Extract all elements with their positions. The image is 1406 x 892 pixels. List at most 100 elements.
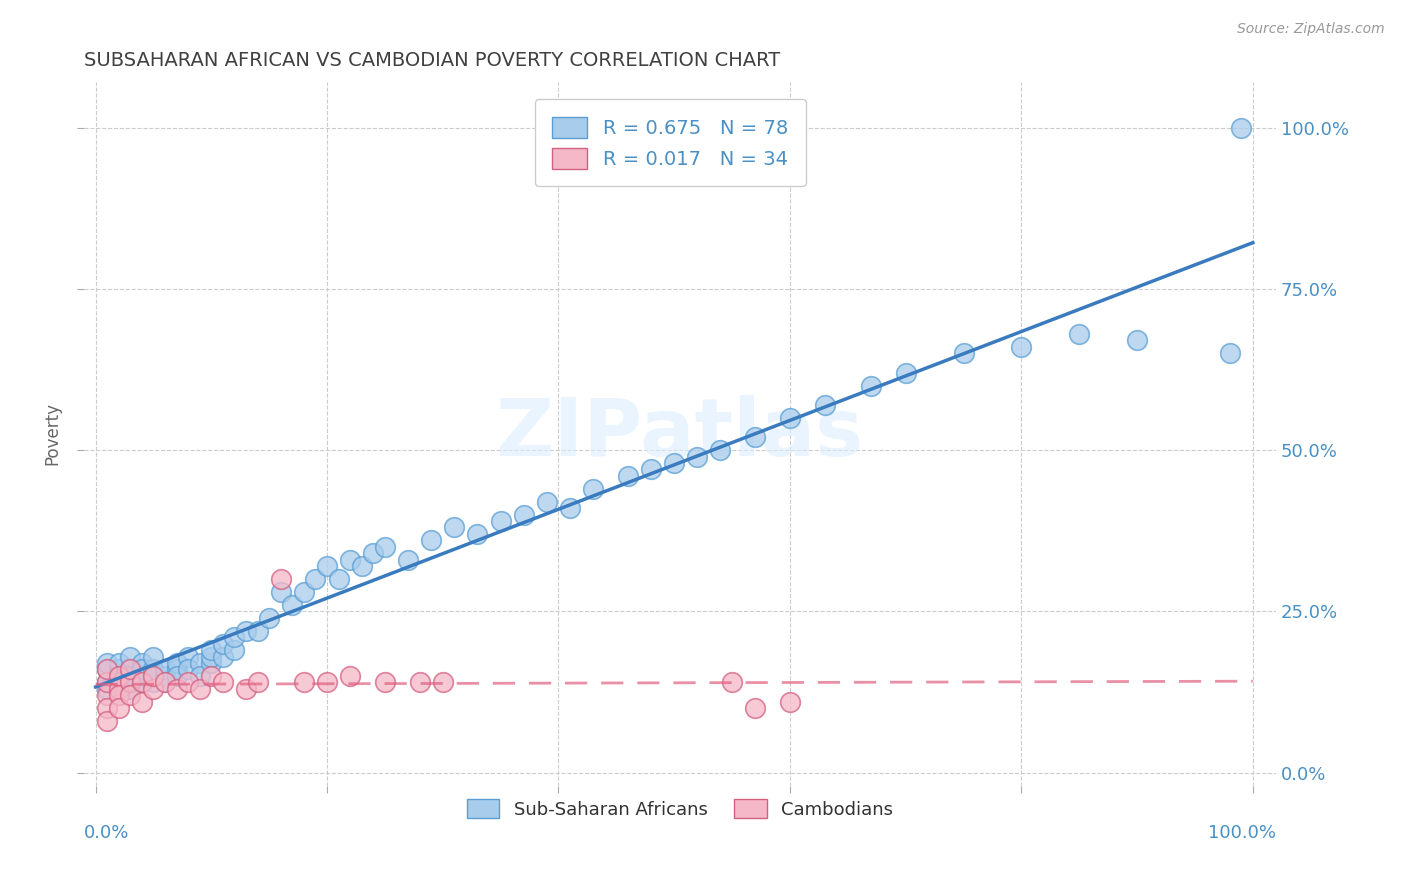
Point <box>166 669 188 683</box>
Point <box>235 624 257 638</box>
Point <box>120 688 142 702</box>
Point <box>779 410 801 425</box>
Point <box>350 559 373 574</box>
Point <box>120 662 142 676</box>
Point <box>142 662 165 676</box>
Point <box>131 675 153 690</box>
Point <box>131 675 153 690</box>
Point <box>96 656 118 670</box>
Point <box>709 443 731 458</box>
Point <box>408 675 430 690</box>
Point <box>432 675 454 690</box>
Point <box>558 501 581 516</box>
Point <box>328 572 350 586</box>
Point <box>142 669 165 683</box>
Point <box>107 688 129 702</box>
Point <box>107 662 129 676</box>
Point <box>120 675 142 690</box>
Point <box>257 611 280 625</box>
Point <box>1219 346 1241 360</box>
Point <box>96 688 118 702</box>
Point <box>107 669 129 683</box>
Point <box>166 656 188 670</box>
Point <box>153 669 176 683</box>
Point <box>1230 120 1253 135</box>
Point <box>120 675 142 690</box>
Point <box>443 520 465 534</box>
Point <box>374 675 396 690</box>
Point <box>212 637 235 651</box>
Point <box>96 675 118 690</box>
Point <box>96 675 118 690</box>
Point <box>120 662 142 676</box>
Point <box>536 494 558 508</box>
Point <box>224 643 246 657</box>
Point <box>339 669 361 683</box>
Point <box>664 456 686 470</box>
Point <box>142 681 165 696</box>
Point <box>489 514 512 528</box>
Point <box>107 669 129 683</box>
Point <box>363 546 385 560</box>
Point <box>188 656 211 670</box>
Point <box>894 366 917 380</box>
Point <box>177 649 200 664</box>
Point <box>153 675 176 690</box>
Point <box>246 675 269 690</box>
Point <box>131 695 153 709</box>
Point <box>582 482 605 496</box>
Text: SUBSAHARAN AFRICAN VS CAMBODIAN POVERTY CORRELATION CHART: SUBSAHARAN AFRICAN VS CAMBODIAN POVERTY … <box>84 51 780 70</box>
Point <box>166 681 188 696</box>
Point <box>316 675 339 690</box>
Point <box>107 681 129 696</box>
Point <box>1126 334 1149 348</box>
Point <box>131 662 153 676</box>
Point <box>107 669 129 683</box>
Point <box>859 378 882 392</box>
Point <box>814 398 837 412</box>
Point <box>235 681 257 696</box>
Point <box>107 681 129 696</box>
Point <box>120 669 142 683</box>
Point <box>131 669 153 683</box>
Point <box>188 681 211 696</box>
Point <box>96 662 118 676</box>
Text: 0.0%: 0.0% <box>84 824 129 842</box>
Point <box>96 662 118 676</box>
Point <box>224 630 246 644</box>
Point <box>120 649 142 664</box>
Point <box>304 572 326 586</box>
Point <box>396 553 419 567</box>
Text: 100.0%: 100.0% <box>1208 824 1277 842</box>
Point <box>721 675 744 690</box>
Point <box>1010 340 1032 354</box>
Point <box>142 649 165 664</box>
Point <box>316 559 339 574</box>
Point <box>270 585 292 599</box>
Point <box>374 540 396 554</box>
Point <box>107 701 129 715</box>
Point <box>131 656 153 670</box>
Point <box>200 669 222 683</box>
Point <box>952 346 974 360</box>
Point <box>467 527 489 541</box>
Point <box>640 462 662 476</box>
Point <box>744 430 766 444</box>
Point <box>420 533 443 548</box>
Legend: Sub-Saharan Africans, Cambodians: Sub-Saharan Africans, Cambodians <box>460 791 901 826</box>
Point <box>96 701 118 715</box>
Point <box>153 675 176 690</box>
Point <box>281 598 304 612</box>
Point <box>107 675 129 690</box>
Point <box>177 675 200 690</box>
Point <box>142 669 165 683</box>
Point <box>188 669 211 683</box>
Point <box>153 662 176 676</box>
Point <box>212 649 235 664</box>
Point <box>779 695 801 709</box>
Point <box>686 450 709 464</box>
Point <box>744 701 766 715</box>
Point <box>292 585 315 599</box>
Point <box>96 714 118 728</box>
Point <box>513 508 536 522</box>
